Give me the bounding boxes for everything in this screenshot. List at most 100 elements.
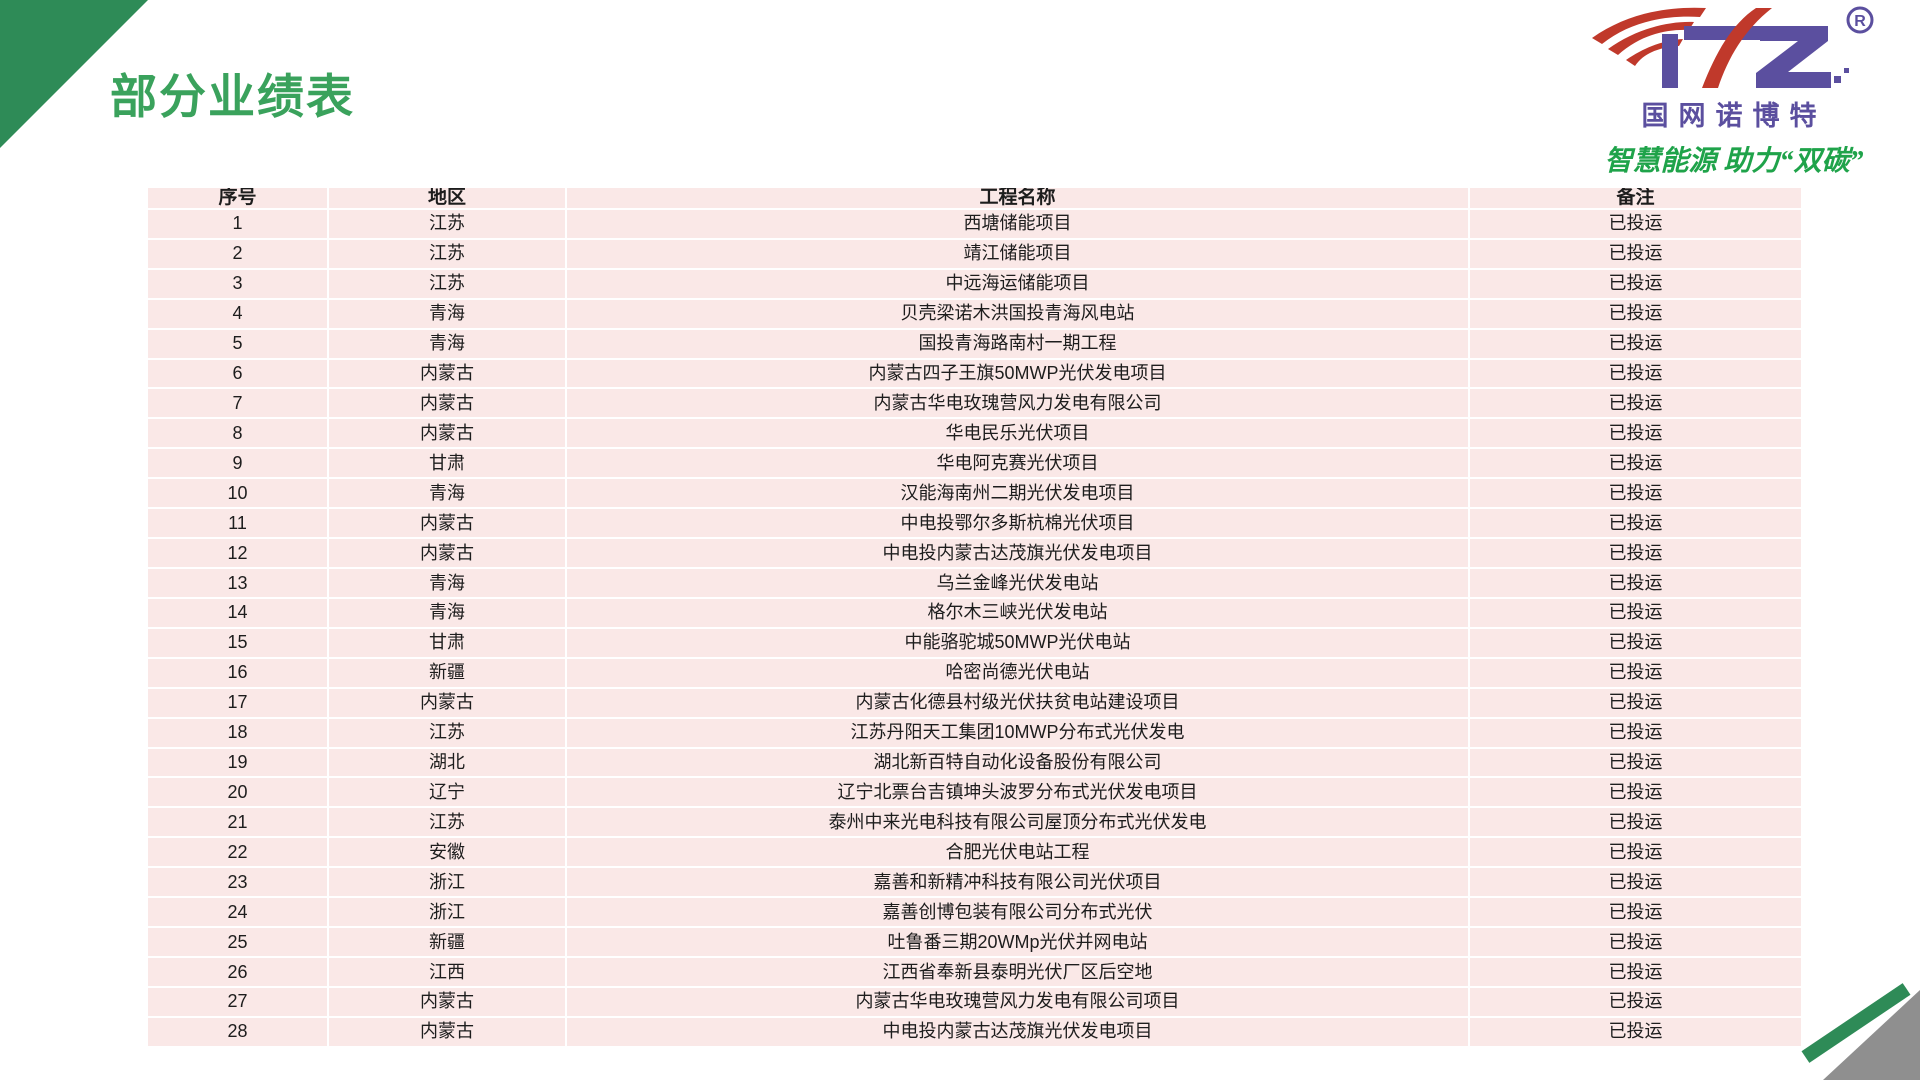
cell-no: 8: [146, 417, 329, 450]
cell-remark: 已投运: [1468, 207, 1803, 240]
cell-project: 贝壳梁诺木洪国投青海风电站: [565, 297, 1470, 330]
cell-no: 27: [146, 985, 329, 1018]
table-row: 11 内蒙古 中电投鄂尔多斯杭棉光伏项目 已投运: [146, 507, 1803, 540]
cell-no: 18: [146, 716, 329, 749]
table-row: 15 甘肃 中能骆驼城50MWP光伏电站 已投运: [146, 626, 1803, 659]
column-header-2: 工程名称: [565, 186, 1470, 210]
cell-region: 青海: [327, 297, 567, 330]
cell-remark: 已投运: [1468, 806, 1803, 839]
cell-no: 6: [146, 357, 329, 390]
column-header-1: 地区: [327, 186, 567, 210]
cell-project: 泰州中来光电科技有限公司屋顶分布式光伏发电: [565, 806, 1470, 839]
table-row: 5 青海 国投青海路南村一期工程 已投运: [146, 327, 1803, 360]
cell-region: 安徽: [327, 836, 567, 869]
cell-region: 青海: [327, 567, 567, 599]
table-row: 26 江西 江西省奉新县泰明光伏厂区后空地 已投运: [146, 955, 1803, 988]
cell-project: 内蒙古化德县村级光伏扶贫电站建设项目: [565, 686, 1470, 719]
cell-project: 辽宁北票台吉镇坤头波罗分布式光伏发电项目: [565, 776, 1470, 809]
cell-region: 内蒙古: [327, 1015, 567, 1049]
cell-region: 青海: [327, 327, 567, 360]
cell-remark: 已投运: [1468, 327, 1803, 360]
cell-region: 江苏: [327, 716, 567, 749]
cell-region: 青海: [327, 596, 567, 629]
table-row: 2 江苏 靖江储能项目 已投运: [146, 237, 1803, 270]
cell-project: 中电投鄂尔多斯杭棉光伏项目: [565, 507, 1470, 540]
cell-no: 11: [146, 507, 329, 540]
cell-remark: 已投运: [1468, 686, 1803, 719]
cell-project: 内蒙古华电玫瑰营风力发电有限公司项目: [565, 985, 1470, 1018]
table-row: 27 内蒙古 内蒙古华电玫瑰营风力发电有限公司项目 已投运: [146, 985, 1803, 1018]
table-row: 21 江苏 泰州中来光电科技有限公司屋顶分布式光伏发电 已投运: [146, 806, 1803, 839]
cell-region: 新疆: [327, 926, 567, 958]
table-row: 19 湖北 湖北新百特自动化设备股份有限公司 已投运: [146, 746, 1803, 779]
cell-no: 19: [146, 746, 329, 779]
logo-brand-text: 国网诺博特: [1641, 101, 1827, 131]
cell-region: 浙江: [327, 896, 567, 929]
cell-region: 湖北: [327, 746, 567, 779]
cell-region: 内蒙古: [327, 357, 567, 390]
cell-no: 10: [146, 477, 329, 510]
cell-remark: 已投运: [1468, 746, 1803, 779]
cell-remark: 已投运: [1468, 926, 1803, 958]
table-row: 3 江苏 中远海运储能项目 已投运: [146, 267, 1803, 300]
table-row: 8 内蒙古 华电民乐光伏项目 已投运: [146, 417, 1803, 450]
cell-no: 28: [146, 1015, 329, 1049]
cell-project: 中电投内蒙古达茂旗光伏发电项目: [565, 1015, 1470, 1049]
cell-project: 中远海运储能项目: [565, 267, 1470, 300]
cell-project: 哈密尚德光伏电站: [565, 656, 1470, 689]
cell-remark: 已投运: [1468, 626, 1803, 659]
table-row: 13 青海 乌兰金峰光伏发电站 已投运: [146, 567, 1803, 599]
cell-region: 浙江: [327, 866, 567, 899]
cell-remark: 已投运: [1468, 237, 1803, 270]
cell-project: 江苏丹阳天工集团10MWP分布式光伏发电: [565, 716, 1470, 749]
cell-region: 内蒙古: [327, 537, 567, 569]
cell-region: 江苏: [327, 267, 567, 300]
table-row: 14 青海 格尔木三峡光伏发电站 已投运: [146, 596, 1803, 629]
cell-project: 嘉善创博包装有限公司分布式光伏: [565, 896, 1470, 929]
cell-no: 9: [146, 447, 329, 480]
cell-no: 21: [146, 806, 329, 839]
cell-no: 24: [146, 896, 329, 929]
cell-remark: 已投运: [1468, 985, 1803, 1018]
logo-slogan-text: 智慧能源 助力“双碳”: [1604, 146, 1864, 177]
cell-region: 江苏: [327, 207, 567, 240]
cell-project: 乌兰金峰光伏发电站: [565, 567, 1470, 599]
cell-remark: 已投运: [1468, 447, 1803, 480]
cell-remark: 已投运: [1468, 656, 1803, 689]
table-row: 6 内蒙古 内蒙古四子王旗50MWP光伏发电项目 已投运: [146, 357, 1803, 390]
cell-no: 1: [146, 207, 329, 240]
table-row: 10 青海 汉能海南州二期光伏发电项目 已投运: [146, 477, 1803, 510]
cell-remark: 已投运: [1468, 896, 1803, 929]
cell-region: 内蒙古: [327, 417, 567, 450]
cell-no: 22: [146, 836, 329, 869]
table-row: 17 内蒙古 内蒙古化德县村级光伏扶贫电站建设项目 已投运: [146, 686, 1803, 719]
table-row: 18 江苏 江苏丹阳天工集团10MWP分布式光伏发电 已投运: [146, 716, 1803, 749]
cell-remark: 已投运: [1468, 716, 1803, 749]
cell-no: 20: [146, 776, 329, 809]
cell-region: 江西: [327, 955, 567, 988]
cell-region: 内蒙古: [327, 387, 567, 420]
cell-remark: 已投运: [1468, 267, 1803, 300]
performance-table: 序号 地区 工程名称 备注 1 江苏 西塘储能项目 已投运 2 江苏 靖江储能项目 已投运 3 江苏 中远…: [146, 186, 1803, 1049]
cell-region: 甘肃: [327, 626, 567, 659]
ntz-logo-icon: R: [1592, 6, 1874, 88]
cell-no: 4: [146, 297, 329, 330]
cell-no: 14: [146, 596, 329, 629]
cell-no: 25: [146, 926, 329, 958]
cell-no: 17: [146, 686, 329, 719]
cell-no: 23: [146, 866, 329, 899]
cell-region: 内蒙古: [327, 686, 567, 719]
table-row: 12 内蒙古 中电投内蒙古达茂旗光伏发电项目 已投运: [146, 537, 1803, 569]
cell-project: 吐鲁番三期20WMp光伏并网电站: [565, 926, 1470, 958]
cell-remark: 已投运: [1468, 297, 1803, 330]
cell-remark: 已投运: [1468, 1015, 1803, 1049]
cell-project: 江西省奉新县泰明光伏厂区后空地: [565, 955, 1470, 988]
cell-project: 华电阿克赛光伏项目: [565, 447, 1470, 480]
cell-remark: 已投运: [1468, 567, 1803, 599]
company-logo: R 国网诺博特 智慧能源 助力“双碳”: [1556, 4, 1912, 179]
cell-remark: 已投运: [1468, 357, 1803, 390]
cell-region: 内蒙古: [327, 985, 567, 1018]
cell-region: 江苏: [327, 806, 567, 839]
cell-region: 内蒙古: [327, 507, 567, 540]
